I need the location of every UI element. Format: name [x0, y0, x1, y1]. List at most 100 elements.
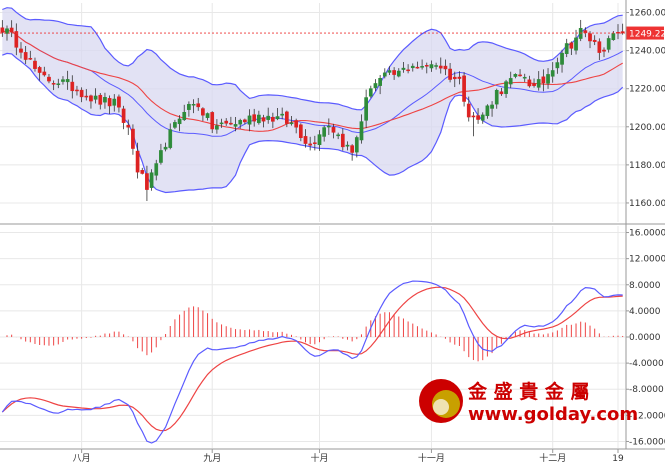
candle-body: [70, 81, 75, 92]
macd-line: [1, 280, 623, 444]
candle-body: [261, 117, 266, 122]
candle-body: [238, 120, 243, 125]
candle-body: [5, 28, 9, 34]
y-tick-label: 1180.00: [629, 161, 665, 171]
y-tick-label: -12.0000: [629, 411, 665, 421]
candle-body: [415, 66, 420, 69]
candle-body: [173, 122, 177, 128]
candle-body: [392, 70, 396, 75]
x-tick-label: 十二月: [539, 452, 566, 464]
candle-body: [215, 125, 219, 130]
y-tick-label: 1220.00: [629, 85, 665, 95]
x-tick-label: 九月: [203, 453, 221, 464]
x-tick-label: 十一月: [418, 452, 445, 464]
candle-body: [476, 115, 480, 120]
candle-body: [205, 113, 210, 118]
candle-body: [364, 97, 368, 121]
candle-body: [294, 120, 299, 128]
candle-body: [518, 74, 522, 77]
candle-body: [396, 70, 401, 77]
candle-body: [271, 116, 275, 122]
bollinger-band-fill: [2, 7, 623, 193]
candle-body: [387, 70, 392, 73]
candle-body: [112, 98, 117, 106]
logo-brand-url: www.golday.com: [468, 404, 638, 425]
candle-body: [298, 124, 303, 138]
bollinger-lower-line: [2, 52, 624, 194]
y-tick-label: -4.0000: [629, 359, 664, 369]
candle-body: [513, 74, 518, 77]
candle-body: [196, 103, 201, 108]
candle-body: [350, 145, 354, 153]
candle-body: [429, 64, 434, 69]
y-tick-label: 4.0000: [629, 307, 661, 317]
candle-body: [438, 65, 443, 69]
candle-body: [546, 74, 550, 84]
candle-body: [620, 31, 625, 34]
candle-body: [494, 89, 499, 105]
candle-body: [401, 67, 406, 70]
candle-body: [462, 75, 466, 102]
candle-body: [42, 71, 47, 76]
y-tick-label: 12.0000: [629, 255, 665, 265]
candle-body: [592, 39, 597, 42]
candle-body: [37, 67, 42, 73]
candle-body: [191, 103, 196, 106]
candle-body: [588, 33, 592, 42]
candle-body: [284, 111, 289, 124]
macd-histogram: [6, 306, 624, 362]
candle-body: [574, 37, 578, 51]
candle-body: [448, 68, 452, 80]
x-tick-label: 八月: [73, 453, 91, 464]
candle-body: [243, 119, 247, 123]
candle-body: [61, 79, 65, 82]
candle-body: [424, 65, 429, 67]
candle-body: [611, 33, 616, 41]
logo-brand-cn: 金 盛 貴 金 屬: [467, 380, 589, 403]
candle-body: [159, 150, 163, 163]
candle-body: [508, 78, 513, 85]
candle-body: [65, 79, 70, 83]
candle-body: [210, 112, 215, 130]
candle-body: [368, 88, 373, 97]
x-tick-label: 19: [612, 454, 624, 464]
logo-emblem-highlight: [433, 399, 449, 415]
candle-body: [317, 134, 322, 146]
candle-body: [224, 120, 229, 124]
candle-body: [569, 42, 574, 49]
candle-body: [89, 95, 93, 102]
candle-body: [532, 83, 536, 86]
candle-body: [471, 115, 476, 118]
y-tick-label: -8.0000: [629, 385, 664, 395]
candle-body: [434, 65, 438, 67]
candle-body: [410, 65, 415, 69]
candle-body: [177, 118, 182, 125]
y-tick-label: 1160.00: [629, 199, 665, 209]
bollinger-upper-line: [2, 7, 623, 111]
candle-body: [322, 127, 327, 137]
candle-body: [602, 49, 606, 52]
candle-body: [490, 104, 494, 109]
macd-signal-line: [1, 286, 623, 432]
candle-body: [154, 163, 159, 176]
candle-body: [121, 108, 126, 123]
y-tick-label: 1200.00: [629, 123, 665, 133]
candle-body: [606, 38, 611, 50]
candle-body: [289, 122, 294, 125]
candle-body: [340, 133, 345, 148]
candle-body: [135, 150, 140, 173]
candle-body: [312, 142, 317, 144]
candle-body: [33, 60, 37, 69]
candle-body: [345, 144, 350, 147]
candle-body: [0, 27, 5, 33]
price-y-ticks: 1160.00 1180.00 1200.00 1220.00 1240.00 1260.…: [626, 9, 665, 209]
candle-body: [163, 146, 168, 150]
candle-body: [182, 111, 187, 121]
candle-body: [229, 122, 233, 125]
candle-body: [117, 96, 121, 108]
candle-body: [98, 94, 103, 105]
candle-body: [187, 103, 191, 110]
candle-body: [466, 103, 471, 118]
candle-body: [56, 83, 61, 85]
candle-body: [247, 115, 252, 125]
